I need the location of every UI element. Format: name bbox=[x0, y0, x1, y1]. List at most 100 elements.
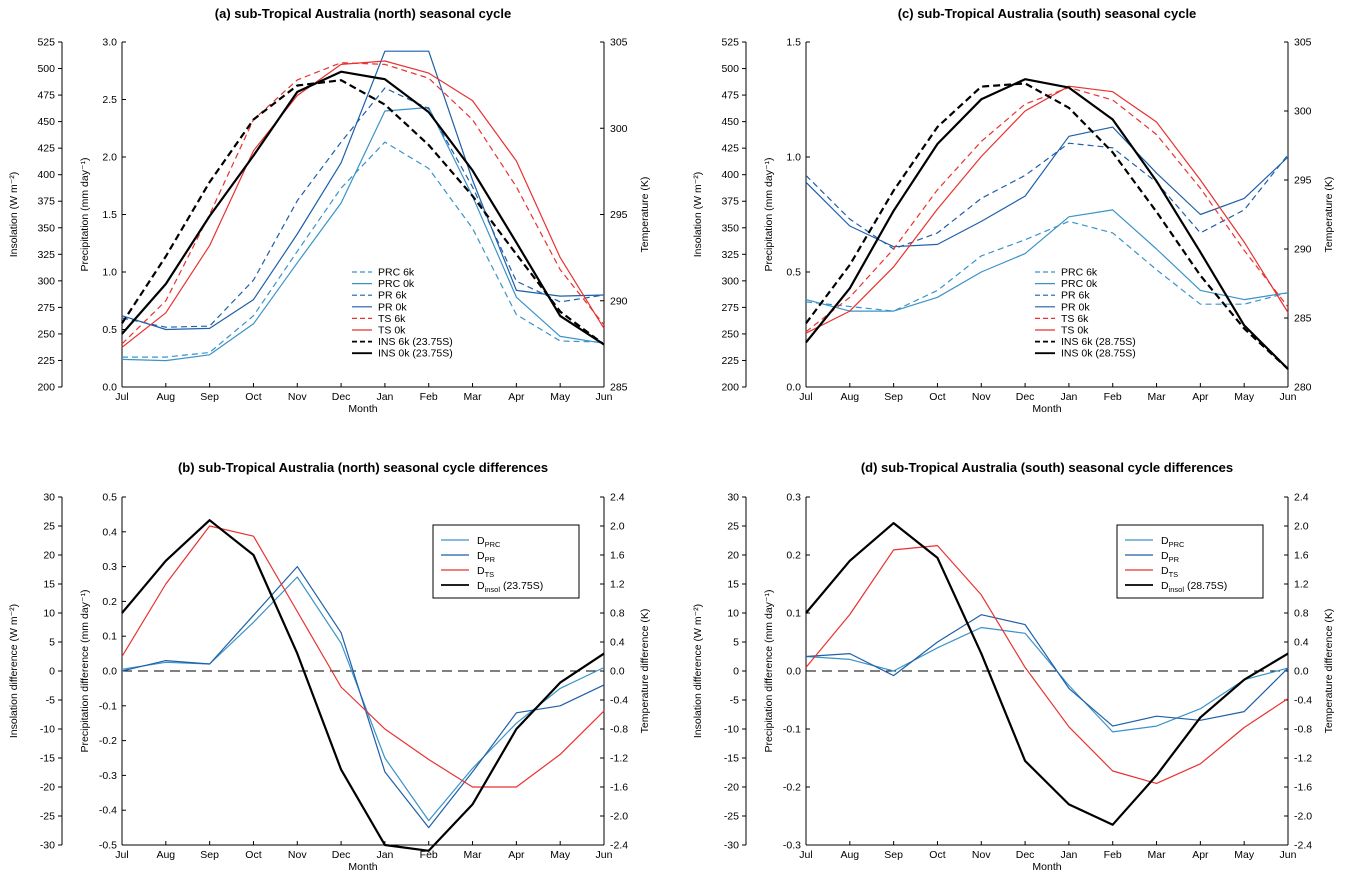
series-line-ins-6k-23-75s bbox=[121, 79, 605, 346]
x-tick-label: Oct bbox=[245, 849, 261, 861]
precip-axis-title: Precipitation (mm day⁻¹) bbox=[79, 157, 91, 271]
temp-tick-label: -2.4 bbox=[1294, 840, 1312, 852]
legend-main: D bbox=[477, 580, 485, 592]
x-tick-label: Feb bbox=[1104, 849, 1122, 861]
precip-tick-label: 0.4 bbox=[102, 526, 117, 538]
x-tick-label: Jan bbox=[376, 391, 393, 403]
temp-axis-title: Temperature difference (K) bbox=[639, 609, 651, 734]
x-tick-label: Oct bbox=[929, 849, 945, 861]
x-tick-label: Jun bbox=[1280, 391, 1297, 403]
temp-tick-label: 285 bbox=[610, 382, 628, 394]
insolation-tick-label: 300 bbox=[37, 275, 55, 287]
insolation-tick-label: -20 bbox=[724, 782, 739, 794]
precip-tick-label: 0.5 bbox=[102, 324, 117, 336]
panel-title: (b) sub-Tropical Australia (north) seaso… bbox=[178, 460, 548, 475]
insolation-tick-label: 450 bbox=[721, 116, 739, 128]
legend-label: Dinsol (23.75S) bbox=[477, 580, 543, 594]
x-tick-label: Jul bbox=[799, 391, 812, 403]
precip-tick-label: 1.0 bbox=[102, 267, 117, 279]
precip-tick-label: -0.2 bbox=[783, 782, 801, 794]
temp-tick-label: 285 bbox=[1294, 313, 1312, 325]
temp-tick-label: 290 bbox=[610, 295, 628, 307]
insolation-tick-label: 300 bbox=[721, 275, 739, 287]
x-tick-label: Jun bbox=[596, 849, 613, 861]
precip-tick-label: -0.5 bbox=[99, 840, 117, 852]
series-line-prc-6k bbox=[805, 220, 1289, 312]
temp-tick-label: 2.0 bbox=[1294, 521, 1309, 533]
precip-tick-label: 2.5 bbox=[102, 94, 117, 106]
precip-tick-label: 1.5 bbox=[786, 37, 801, 49]
series-line-pr-0k bbox=[805, 126, 1289, 248]
insolation-axis-title: Insolation (W m⁻²) bbox=[8, 172, 20, 257]
insolation-tick-label: 0 bbox=[733, 666, 739, 678]
legend-label: DPRC bbox=[1161, 535, 1185, 549]
legend-label: PRC 0k bbox=[378, 278, 415, 290]
temp-tick-label: -2.4 bbox=[610, 840, 628, 852]
x-tick-label: Jan bbox=[1060, 849, 1077, 861]
temp-tick-label: -1.2 bbox=[1294, 753, 1312, 765]
x-tick-label: Aug bbox=[156, 849, 175, 861]
x-tick-label: Feb bbox=[420, 849, 438, 861]
x-tick-label: Sep bbox=[200, 391, 219, 403]
x-tick-label: Nov bbox=[972, 849, 991, 861]
legend-subscript: PRC bbox=[1169, 540, 1185, 549]
insolation-tick-label: 200 bbox=[37, 382, 55, 394]
precip-axis-title: Precipitation difference (mm day⁻¹) bbox=[79, 590, 91, 753]
x-tick-label: Aug bbox=[840, 849, 859, 861]
legend-label: PR 0k bbox=[378, 301, 407, 313]
legend-label: DTS bbox=[1161, 565, 1178, 579]
precip-tick-label: 0.5 bbox=[102, 492, 117, 504]
precip-tick-label: 0.2 bbox=[786, 550, 801, 562]
insolation-tick-label: 325 bbox=[721, 249, 739, 261]
series-line-pr-0k bbox=[121, 50, 605, 331]
legend-label: Dinsol (28.75S) bbox=[1161, 580, 1227, 594]
precip-tick-label: 0.1 bbox=[102, 631, 117, 643]
precip-tick-label: -0.4 bbox=[99, 805, 117, 817]
temp-tick-label: -1.6 bbox=[610, 782, 628, 794]
insolation-tick-label: 5 bbox=[49, 637, 55, 649]
insolation-tick-label: -5 bbox=[46, 695, 55, 707]
insolation-tick-label: 325 bbox=[37, 249, 55, 261]
legend-subscript: TS bbox=[1169, 570, 1179, 579]
insolation-tick-label: -5 bbox=[730, 695, 739, 707]
x-tick-label: Mar bbox=[1147, 849, 1166, 861]
insolation-tick-label: -30 bbox=[40, 840, 55, 852]
temp-tick-label: 280 bbox=[1294, 382, 1312, 394]
temp-tick-label: -0.4 bbox=[610, 695, 628, 707]
temp-tick-label: 2.4 bbox=[610, 492, 625, 504]
temp-tick-label: -2.0 bbox=[1294, 811, 1312, 823]
x-tick-label: May bbox=[1234, 391, 1255, 403]
temp-tick-label: 2.4 bbox=[1294, 492, 1309, 504]
x-tick-label: Mar bbox=[1147, 391, 1166, 403]
x-tick-label: Apr bbox=[508, 391, 525, 403]
series-line-ts bbox=[121, 525, 605, 788]
panel-title: (a) sub-Tropical Australia (north) seaso… bbox=[215, 6, 511, 21]
insolation-tick-label: 475 bbox=[37, 90, 55, 102]
legend-subscript: TS bbox=[485, 570, 495, 579]
panel-c: (c) sub-Tropical Australia (south) seaso… bbox=[692, 6, 1335, 415]
legend-main: D bbox=[1161, 550, 1169, 562]
precip-tick-label: 0.1 bbox=[786, 608, 801, 620]
legend-label: PR 0k bbox=[1061, 301, 1090, 313]
panel-b: (b) sub-Tropical Australia (north) seaso… bbox=[8, 460, 651, 873]
insolation-tick-label: 5 bbox=[733, 637, 739, 649]
series-line-prc-6k bbox=[122, 141, 605, 358]
insolation-tick-label: 30 bbox=[43, 492, 55, 504]
insolation-tick-label: -30 bbox=[724, 840, 739, 852]
temp-tick-label: 305 bbox=[1294, 37, 1312, 49]
legend-label: PRC 0k bbox=[1061, 278, 1098, 290]
insolation-tick-label: 525 bbox=[721, 37, 739, 49]
precip-tick-label: 0.0 bbox=[102, 666, 117, 678]
x-tick-label: Apr bbox=[1192, 391, 1209, 403]
insolation-tick-label: 0 bbox=[49, 666, 55, 678]
x-tick-label: May bbox=[1234, 849, 1255, 861]
series-line-insol-23-75s bbox=[121, 519, 605, 852]
precip-axis-title: Precipitation difference (mm day⁻¹) bbox=[763, 590, 775, 753]
x-tick-label: Mar bbox=[463, 849, 482, 861]
legend-label: TS 0k bbox=[1061, 325, 1089, 337]
series-line-ts-0k bbox=[121, 60, 605, 348]
precip-tick-label: -0.1 bbox=[783, 724, 801, 736]
temp-tick-label: 1.2 bbox=[610, 579, 625, 591]
x-axis-title: Month bbox=[348, 861, 377, 873]
